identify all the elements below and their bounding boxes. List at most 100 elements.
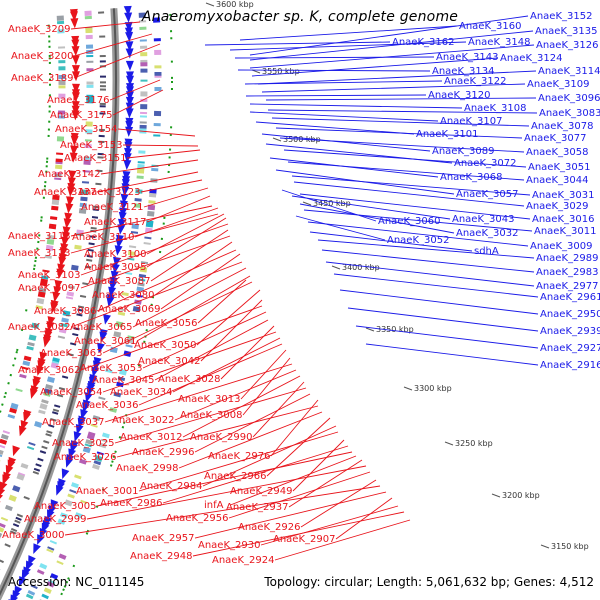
gene-arrow xyxy=(62,226,71,237)
gene-label-left: AnaeK_3045 xyxy=(92,375,154,386)
gene-label-right: AnaeK_3096 xyxy=(538,93,600,104)
gene-block xyxy=(169,13,172,17)
right-callout-line xyxy=(291,175,531,196)
gene-block xyxy=(48,54,51,57)
gene-block xyxy=(42,196,45,199)
gene-block xyxy=(151,296,155,299)
gene-block xyxy=(98,134,105,138)
right-callout-line xyxy=(237,69,431,72)
gene-block xyxy=(48,61,51,64)
gene-label-left: AnaeK_3103 xyxy=(18,270,80,281)
gene-block xyxy=(119,369,127,376)
gene-block xyxy=(112,455,116,459)
gene-block xyxy=(82,170,90,173)
gene-block xyxy=(12,364,15,367)
right-callout-line xyxy=(281,189,377,222)
gene-label-left: AnaeK_3175 xyxy=(50,110,112,121)
left-callout-line xyxy=(292,439,345,492)
gene-block xyxy=(40,216,43,219)
gene-label-left: AnaeK_3069 xyxy=(98,304,160,315)
gene-block xyxy=(45,170,48,173)
gene-arrow xyxy=(75,423,84,435)
gene-block xyxy=(47,128,50,131)
gene-block xyxy=(49,216,58,221)
gene-block xyxy=(41,445,48,450)
gene-arrow xyxy=(61,468,70,480)
gene-label-left: AnaeK_2957 xyxy=(132,533,194,544)
gene-block xyxy=(47,234,55,240)
gene-block xyxy=(114,450,117,453)
gene-label-right: AnaeK_3078 xyxy=(531,121,593,132)
gene-block xyxy=(170,80,174,83)
gene-block xyxy=(48,424,55,428)
gene-label-right: AnaeK_3122 xyxy=(444,76,506,87)
gene-block xyxy=(83,156,91,160)
gene-block xyxy=(151,167,159,172)
gene-block xyxy=(135,294,143,298)
gene-label-left: AnaeK_3028 xyxy=(158,374,220,385)
gene-label-left: AnaeK_3001 xyxy=(76,486,138,497)
gene-arrow xyxy=(37,534,45,545)
gene-block xyxy=(71,482,79,489)
gene-label-left: AnaeK_3086 xyxy=(34,306,96,317)
gene-block xyxy=(139,266,148,273)
gene-arrow xyxy=(125,41,134,52)
gene-block xyxy=(118,436,122,439)
gene-block xyxy=(39,403,48,410)
gene-block xyxy=(170,126,173,129)
gene-block xyxy=(77,308,84,312)
gene-block xyxy=(73,327,80,331)
gene-block xyxy=(38,234,41,237)
gene-label-right: AnaeK_3134 xyxy=(432,66,494,77)
gene-arrow xyxy=(124,21,133,33)
gene-block xyxy=(48,83,51,86)
gene-block xyxy=(54,404,61,408)
gene-block xyxy=(86,434,95,441)
gene-block xyxy=(101,432,110,439)
gene-label-right: AnaeK_2983 xyxy=(536,267,598,278)
gene-block xyxy=(96,451,104,456)
gene-block xyxy=(82,446,91,454)
right-callout-line xyxy=(347,307,539,332)
gene-block xyxy=(99,105,106,108)
gene-label-right: AnaeK_3032 xyxy=(456,228,518,239)
scale-label: 3250 kbp xyxy=(455,439,493,448)
gene-block xyxy=(55,158,63,164)
gene-label-right: AnaeK_2916 xyxy=(540,360,600,371)
gene-block xyxy=(137,282,145,287)
gene-label-left: AnaeK_3123 xyxy=(78,187,140,198)
right-callout-line xyxy=(283,149,527,168)
gene-block xyxy=(139,20,147,23)
gene-arrow xyxy=(70,145,79,156)
gene-block xyxy=(22,360,31,367)
gene-block xyxy=(8,494,17,502)
right-callout-line xyxy=(299,203,455,234)
gene-block xyxy=(84,15,92,20)
gene-block xyxy=(0,452,3,458)
gene-arrow xyxy=(67,186,76,197)
gene-block xyxy=(79,294,87,298)
gene-block xyxy=(54,177,62,181)
gene-block xyxy=(34,259,37,263)
left-callout-line xyxy=(70,213,219,254)
right-callout-line xyxy=(325,261,535,287)
gene-block xyxy=(99,102,106,106)
right-callout-line xyxy=(267,109,538,114)
gene-block xyxy=(109,407,118,413)
gene-label-right: AnaeK_3051 xyxy=(528,162,590,173)
gene-block xyxy=(67,577,70,580)
gene-arrow xyxy=(0,487,6,499)
left-callout-line xyxy=(102,281,253,354)
right-callout-line xyxy=(244,80,443,85)
gene-block xyxy=(62,310,71,317)
gene-arrow xyxy=(30,388,38,399)
gene-block xyxy=(74,244,82,250)
gene-block xyxy=(85,121,93,127)
gene-label-right: AnaeK_3044 xyxy=(526,175,588,186)
gene-block xyxy=(91,216,99,219)
gene-block xyxy=(150,303,153,306)
gene-block xyxy=(13,357,17,360)
gene-label-left: AnaeK_3151 xyxy=(64,153,126,164)
gene-block xyxy=(54,171,62,175)
left-callout-line xyxy=(100,159,199,175)
